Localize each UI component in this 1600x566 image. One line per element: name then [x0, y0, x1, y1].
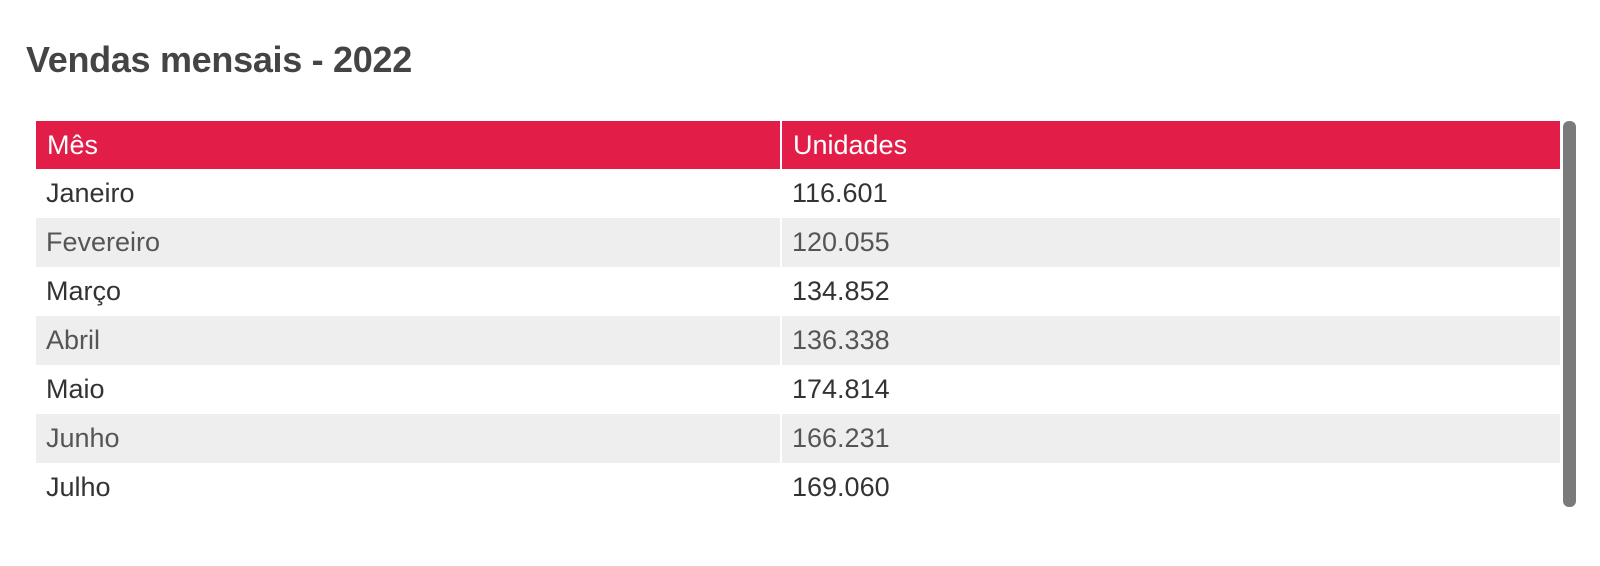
- table-row: Maio 174.814: [36, 365, 1560, 414]
- table-row: Fevereiro 120.055: [36, 218, 1560, 267]
- units-cell: 174.814: [780, 365, 1560, 414]
- table-container: Mês Unidades Janeiro 116.601 Fevereiro 1…: [36, 121, 1560, 512]
- vertical-scrollbar-thumb[interactable]: [1563, 121, 1576, 507]
- table-row: Julho 169.060: [36, 463, 1560, 512]
- month-cell: Maio: [36, 365, 781, 414]
- table-row: Março 134.852: [36, 267, 1560, 316]
- month-cell: Julho: [36, 463, 781, 512]
- units-cell: 136.338: [780, 316, 1560, 365]
- column-header-month: Mês: [36, 121, 781, 169]
- table-title: Vendas mensais - 2022: [26, 39, 412, 80]
- table-row: Junho 166.231: [36, 414, 1560, 463]
- table-row: Abril 136.338: [36, 316, 1560, 365]
- units-cell: 166.231: [780, 414, 1560, 463]
- month-cell: Abril: [36, 316, 781, 365]
- table-row: Janeiro 116.601: [36, 169, 1560, 218]
- units-cell: 169.060: [780, 463, 1560, 512]
- column-header-units: Unidades: [780, 121, 1560, 169]
- month-cell: Fevereiro: [36, 218, 781, 267]
- month-cell: Janeiro: [36, 169, 781, 218]
- units-cell: 134.852: [780, 267, 1560, 316]
- units-cell: 116.601: [780, 169, 1560, 218]
- month-cell: Março: [36, 267, 781, 316]
- sales-table: Mês Unidades Janeiro 116.601 Fevereiro 1…: [36, 121, 1560, 512]
- table-header-row: Mês Unidades: [36, 121, 1560, 169]
- month-cell: Junho: [36, 414, 781, 463]
- units-cell: 120.055: [780, 218, 1560, 267]
